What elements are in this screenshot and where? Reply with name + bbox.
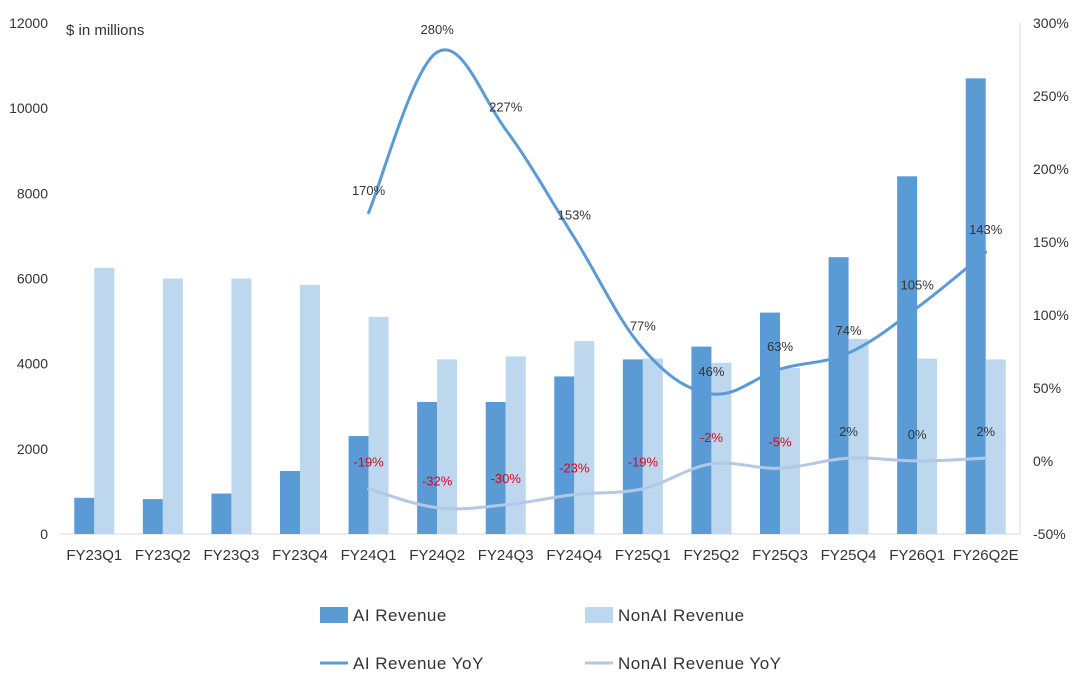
bar-nonai-revenue [574, 341, 595, 534]
bar-nonai-revenue [505, 356, 526, 534]
bar-nonai-revenue [368, 316, 389, 534]
axes-layer: 0 2000 4000 6000 8000 10000 12000 -50% 0% 50% 100%… [9, 15, 1069, 564]
line-nonai-revenue-yoy [367, 456, 988, 511]
ai-yoy-data-label: 77% [630, 319, 656, 334]
nonai-yoy-data-label: -23% [559, 461, 590, 476]
nonai-yoy-data-label: -2% [700, 430, 724, 445]
y-right-tick-label: 250% [1033, 88, 1069, 104]
y-right-tick-label: 0% [1033, 453, 1053, 469]
y-right-tick-label: 200% [1033, 161, 1069, 177]
legend-ai-revenue-label: AI Revenue [353, 606, 447, 625]
x-tick-label: FY25Q1 [615, 547, 671, 564]
bar-nonai-revenue [231, 278, 252, 534]
ai-yoy-data-label: 280% [421, 22, 455, 37]
x-tick-label: FY23Q3 [203, 547, 259, 564]
bars-layer [74, 78, 1006, 535]
bar-nonai-revenue [985, 359, 1006, 534]
nonai-yoy-data-label: 2% [839, 424, 858, 439]
bar-nonai-revenue [848, 338, 869, 534]
bar-ai-revenue [142, 499, 163, 534]
bar-ai-revenue [554, 376, 575, 534]
y-right-tick-label: 50% [1033, 380, 1061, 396]
bar-ai-revenue [74, 497, 95, 534]
y-left-tick-label: 4000 [17, 356, 48, 372]
bar-ai-revenue [417, 401, 438, 534]
bar-ai-revenue [828, 257, 849, 534]
y-left-tick-label: 12000 [9, 15, 48, 31]
y-left-tick-label: 2000 [17, 441, 48, 457]
x-tick-label: FY24Q1 [341, 547, 397, 564]
bar-ai-revenue [622, 359, 643, 534]
y-left-tick-label: 6000 [17, 271, 48, 287]
ai-yoy-data-label: 74% [836, 323, 862, 338]
x-tick-label: FY23Q1 [66, 547, 122, 564]
legend-nonai-revenue-swatch [585, 607, 613, 623]
bar-ai-revenue [485, 401, 506, 534]
line-ai-revenue-yoy [367, 48, 988, 396]
data-labels-layer: 170% 280% 227% 153% 77% 46% 63% 74% 105% 143% -19%… [352, 22, 1003, 489]
legend-nonai-revenue-label: NonAI Revenue [618, 606, 745, 625]
unit-label: $ in millions [66, 22, 144, 39]
ai-yoy-data-label: 153% [558, 208, 592, 223]
x-tick-label: FY25Q3 [752, 547, 808, 564]
bar-nonai-revenue [780, 367, 800, 534]
x-tick-label: FY26Q2E [953, 547, 1019, 564]
x-tick-label: FY26Q1 [889, 547, 945, 564]
lines-layer [367, 48, 988, 511]
nonai-yoy-data-label: -30% [491, 471, 522, 486]
x-tick-label: FY25Q4 [821, 547, 877, 564]
y-left-tick-label: 8000 [17, 185, 48, 201]
bar-nonai-revenue [94, 267, 115, 534]
y-left-tick-label: 0 [40, 526, 48, 542]
bar-ai-revenue [280, 470, 300, 534]
legend-ai-revenue-swatch [320, 607, 348, 623]
x-tick-label: FY25Q2 [683, 547, 739, 564]
bar-nonai-revenue [642, 358, 663, 534]
bar-nonai-revenue [917, 358, 938, 534]
bar-nonai-revenue [162, 278, 183, 534]
y-right-tick-label: 300% [1033, 15, 1069, 31]
bar-ai-revenue [211, 493, 232, 534]
legend-ai-revenue-yoy-label: AI Revenue YoY [353, 654, 484, 673]
nonai-yoy-data-label: -19% [353, 455, 384, 470]
ai-yoy-data-label: 46% [698, 364, 724, 379]
ai-yoy-data-label: 170% [352, 183, 386, 198]
ai-yoy-data-label: 143% [969, 222, 1003, 237]
x-tick-label: FY24Q4 [546, 547, 602, 564]
nonai-yoy-data-label: 2% [976, 424, 995, 439]
bar-ai-revenue [760, 312, 780, 534]
nonai-yoy-data-label: -32% [422, 474, 453, 489]
ai-yoy-data-label: 105% [901, 278, 935, 293]
x-tick-label: FY24Q2 [409, 547, 465, 564]
bar-ai-revenue [348, 436, 369, 534]
bar-nonai-revenue [437, 359, 458, 534]
y-left-tick-label: 10000 [9, 100, 48, 116]
bar-nonai-revenue [300, 284, 320, 534]
ai-yoy-data-label: 63% [767, 339, 793, 354]
legend-nonai-revenue-yoy-label: NonAI Revenue YoY [618, 654, 782, 673]
bar-ai-revenue [897, 176, 918, 535]
y-right-tick-label: -50% [1033, 526, 1066, 542]
nonai-yoy-data-label: 0% [908, 427, 927, 442]
y-right-tick-label: 100% [1033, 307, 1069, 323]
ai-yoy-data-label: 227% [489, 100, 523, 115]
x-tick-label: FY24Q3 [478, 547, 534, 564]
legend: AI Revenue NonAI Revenue AI Revenue YoY Non… [320, 606, 782, 673]
x-tick-label: FY23Q2 [135, 547, 191, 564]
bar-ai-revenue [965, 78, 986, 534]
x-tick-label: FY23Q4 [272, 547, 328, 564]
nonai-yoy-data-label: -5% [768, 434, 792, 449]
y-right-tick-label: 150% [1033, 234, 1069, 250]
nonai-yoy-data-label: -19% [628, 455, 659, 470]
bar-nonai-revenue [711, 362, 732, 534]
